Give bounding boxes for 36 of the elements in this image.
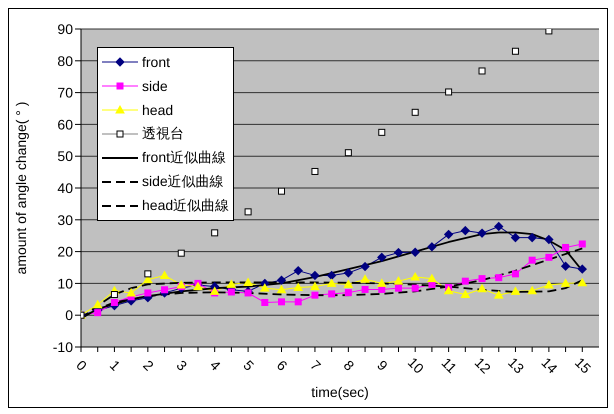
legend-label: front — [142, 54, 170, 70]
y-tick-label: 30 — [57, 212, 74, 228]
x-tick-label: 12 — [472, 354, 494, 377]
x-tick-label: 2 — [140, 356, 158, 374]
legend-label: side — [142, 78, 168, 94]
y-tick-label: 50 — [57, 148, 74, 164]
legend-label: side近似曲線 — [142, 173, 224, 191]
x-tick-label: 10 — [404, 354, 428, 377]
legend-label: 透視台 — [142, 125, 184, 143]
y-tick-label: -10 — [52, 338, 74, 355]
y-tick-label: 60 — [57, 116, 74, 132]
x-tick-label: 5 — [240, 356, 258, 374]
x-tick-label: 11 — [438, 354, 460, 376]
x-tick-label: 1 — [106, 356, 124, 374]
y-tick-label: 90 — [57, 20, 74, 37]
x-tick-label: 14 — [538, 354, 561, 377]
y-tick-label: 40 — [57, 180, 74, 196]
x-tick-label: 13 — [504, 354, 528, 377]
y-tick-label: 80 — [57, 52, 74, 69]
y-tick-label: 20 — [57, 244, 74, 260]
y-tick-label: 0 — [65, 307, 74, 324]
y-axis-title: amount of angle change( ° ) — [12, 102, 29, 274]
y-tick-label: 70 — [57, 84, 74, 101]
legend-label: front近似曲線 — [142, 149, 226, 167]
x-tick-label: 15 — [572, 354, 594, 377]
x-tick-label: 7 — [307, 356, 324, 374]
x-tick-label: 0 — [73, 356, 90, 374]
y-tick-label: 10 — [57, 275, 74, 292]
x-tick-label: 6 — [274, 356, 291, 374]
x-tick-label: 3 — [174, 356, 191, 374]
x-tick-label: 8 — [340, 356, 358, 374]
x-tick-label: 9 — [374, 356, 392, 374]
legend-label: head近似曲線 — [142, 197, 230, 215]
x-tick-label: 4 — [206, 356, 224, 374]
x-axis-title: time(sec) — [311, 384, 369, 400]
legend-label: head — [142, 102, 174, 118]
